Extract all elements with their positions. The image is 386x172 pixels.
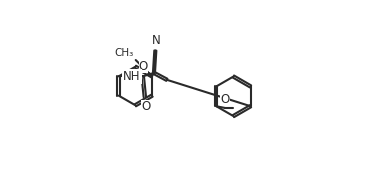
Text: O: O: [220, 93, 230, 106]
Text: N: N: [152, 34, 161, 47]
Text: O: O: [141, 100, 150, 114]
Text: CH₃: CH₃: [115, 48, 134, 58]
Text: NH: NH: [123, 70, 141, 83]
Text: O: O: [139, 60, 148, 73]
